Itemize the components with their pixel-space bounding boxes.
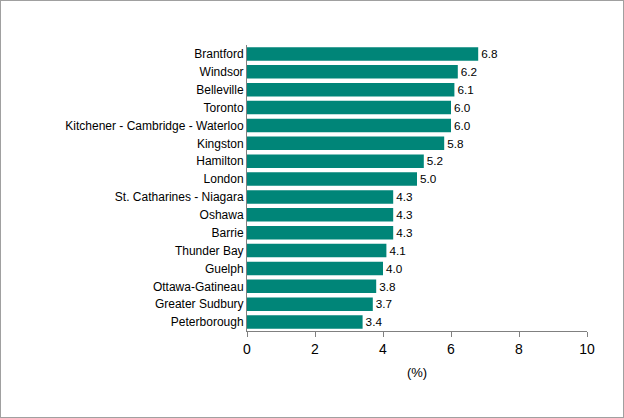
svg-text:6.8: 6.8: [481, 47, 498, 60]
svg-text:3.8: 3.8: [379, 280, 396, 293]
svg-text:Brantford: Brantford: [194, 47, 243, 61]
svg-text:2: 2: [311, 341, 319, 357]
svg-text:Oshawa: Oshawa: [200, 208, 244, 222]
svg-text:6.2: 6.2: [461, 65, 477, 78]
svg-text:Kingston: Kingston: [197, 137, 244, 151]
svg-text:5.8: 5.8: [447, 137, 464, 150]
svg-text:St. Catharines - Niagara: St. Catharines - Niagara: [115, 190, 244, 204]
svg-text:3.7: 3.7: [376, 297, 392, 310]
svg-text:Guelph: Guelph: [205, 262, 244, 276]
svg-text:4.0: 4.0: [386, 262, 403, 275]
svg-text:6.0: 6.0: [454, 101, 471, 114]
svg-text:0: 0: [243, 341, 251, 357]
svg-text:Thunder Bay: Thunder Bay: [175, 244, 244, 258]
svg-text:3.4: 3.4: [366, 315, 383, 328]
svg-text:Belleville: Belleville: [196, 83, 244, 97]
svg-text:Hamilton: Hamilton: [196, 154, 243, 168]
svg-text:Greater Sudbury: Greater Sudbury: [155, 297, 244, 311]
svg-text:London: London: [204, 172, 244, 186]
svg-text:4.3: 4.3: [396, 190, 412, 203]
svg-text:5.2: 5.2: [427, 154, 443, 167]
svg-text:6: 6: [447, 341, 455, 357]
svg-text:Barrie: Barrie: [212, 226, 244, 240]
svg-text:Windsor: Windsor: [200, 65, 244, 79]
svg-text:4.3: 4.3: [396, 208, 412, 221]
svg-text:5.0: 5.0: [420, 172, 437, 185]
svg-text:Ottawa-Gatineau: Ottawa-Gatineau: [153, 280, 244, 294]
svg-text:4.1: 4.1: [389, 244, 405, 257]
svg-text:(%): (%): [407, 365, 427, 380]
svg-text:Toronto: Toronto: [204, 101, 244, 115]
svg-text:10: 10: [579, 341, 595, 357]
svg-text:Kitchener - Cambridge - Waterl: Kitchener - Cambridge - Waterloo: [65, 119, 244, 133]
svg-text:6.0: 6.0: [454, 119, 471, 132]
svg-text:4: 4: [379, 341, 387, 357]
svg-text:6.1: 6.1: [457, 83, 473, 96]
svg-text:Peterborough: Peterborough: [171, 315, 244, 329]
svg-text:4.3: 4.3: [396, 226, 412, 239]
svg-text:8: 8: [515, 341, 523, 357]
